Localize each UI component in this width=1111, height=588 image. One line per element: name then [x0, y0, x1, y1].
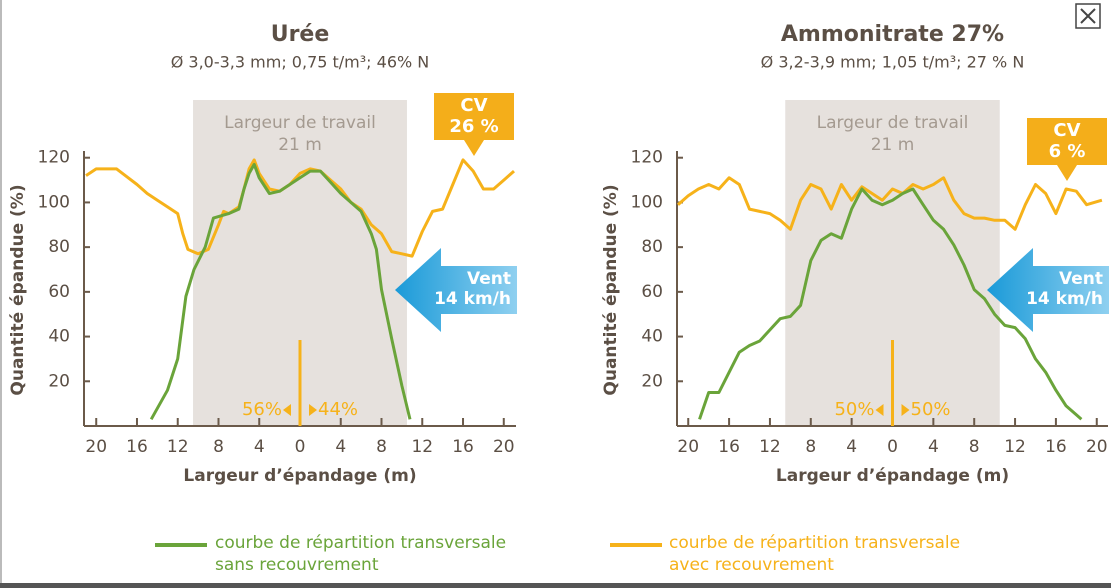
- y-axis-label: Quantité épandue (%): [601, 184, 621, 395]
- wind-arrow: [987, 248, 1109, 332]
- chart-subtitle: Ø 3,0-3,3 mm; 0,75 t/m³; 46% N: [171, 53, 430, 72]
- x-axis-label: Largeur d’épandage (m): [183, 466, 416, 486]
- x-tick-label: 12: [411, 437, 433, 457]
- y-tick-label: 80: [48, 237, 70, 257]
- y-tick-label: 20: [48, 371, 70, 391]
- chart-title: Urée: [271, 22, 330, 47]
- legend-label: courbe de répartition transversale avec …: [669, 533, 961, 575]
- x-axis-label: Largeur d’épandage (m): [776, 466, 1009, 486]
- cv-box: [1027, 118, 1107, 181]
- x-tick-label: 4: [335, 437, 346, 457]
- x-tick-label: 12: [167, 437, 189, 457]
- chart-title: Ammonitrate 27%: [781, 22, 1004, 47]
- x-tick-label: 12: [1004, 437, 1026, 457]
- x-tick-label: 16: [452, 437, 474, 457]
- x-tick-label: 8: [213, 437, 224, 457]
- wind-speed: 14 km/h: [434, 289, 511, 309]
- work-zone-width: 21 m: [278, 135, 322, 155]
- x-tick-label: 4: [846, 437, 857, 457]
- chart-subtitle: Ø 3,2-3,9 mm; 1,05 t/m³; 27 % N: [761, 53, 1025, 72]
- split-right: 44%: [318, 399, 358, 420]
- x-tick-label: 20: [493, 437, 515, 457]
- cv-value: 26 %: [449, 116, 498, 137]
- y-tick-label: 40: [641, 327, 663, 347]
- cv-box: [434, 93, 514, 156]
- x-tick-label: 0: [295, 437, 306, 457]
- y-axis-label: Quantité épandue (%): [8, 184, 28, 395]
- y-tick-label: 80: [641, 237, 663, 257]
- y-tick-label: 100: [631, 192, 663, 212]
- data-line: [698, 187, 1083, 421]
- x-tick-label: 12: [759, 437, 781, 457]
- work-zone-label: Largeur de travail: [224, 113, 376, 133]
- x-tick-label: 16: [126, 437, 148, 457]
- x-tick-label: 16: [1045, 437, 1067, 457]
- y-tick-label: 20: [641, 371, 663, 391]
- x-tick-label: 8: [805, 437, 816, 457]
- split-left: 50%: [834, 399, 874, 420]
- split-arrow: [283, 404, 291, 416]
- y-tick-label: 100: [38, 192, 70, 212]
- data-line: [149, 162, 412, 421]
- split-left: 56%: [242, 399, 282, 420]
- x-tick-label: 8: [969, 437, 980, 457]
- split-arrow: [875, 404, 884, 416]
- y-tick-label: 120: [631, 148, 663, 168]
- x-tick-label: 16: [718, 437, 740, 457]
- split-arrow: [901, 404, 910, 416]
- work-zone-label: Largeur de travail: [817, 113, 969, 133]
- data-line: [677, 176, 1103, 231]
- split-right: 50%: [911, 399, 951, 420]
- legend-label: courbe de répartition transversale sans …: [215, 533, 507, 575]
- x-tick-label: 20: [677, 437, 699, 457]
- split-arrow: [309, 404, 317, 416]
- y-tick-label: 60: [48, 282, 70, 302]
- frame: [0, 583, 1111, 588]
- x-tick-label: 4: [928, 437, 939, 457]
- cv-label: CV: [1053, 120, 1080, 141]
- y-tick-label: 120: [38, 148, 70, 168]
- wind-label: Vent: [1059, 269, 1103, 289]
- x-tick-label: 0: [887, 437, 898, 457]
- y-tick-label: 60: [641, 282, 663, 302]
- cv-label: CV: [460, 95, 487, 116]
- x-tick-label: 20: [85, 437, 107, 457]
- y-tick-label: 40: [48, 327, 70, 347]
- wind-label: Vent: [467, 269, 511, 289]
- x-tick-label: 20: [1086, 437, 1108, 457]
- work-zone-width: 21 m: [871, 135, 915, 155]
- wind-speed: 14 km/h: [1026, 289, 1103, 309]
- x-tick-label: 4: [254, 437, 265, 457]
- cv-value: 6 %: [1049, 141, 1086, 162]
- close-button[interactable]: [1075, 3, 1101, 29]
- wind-arrow: [395, 248, 517, 332]
- x-tick-label: 8: [376, 437, 387, 457]
